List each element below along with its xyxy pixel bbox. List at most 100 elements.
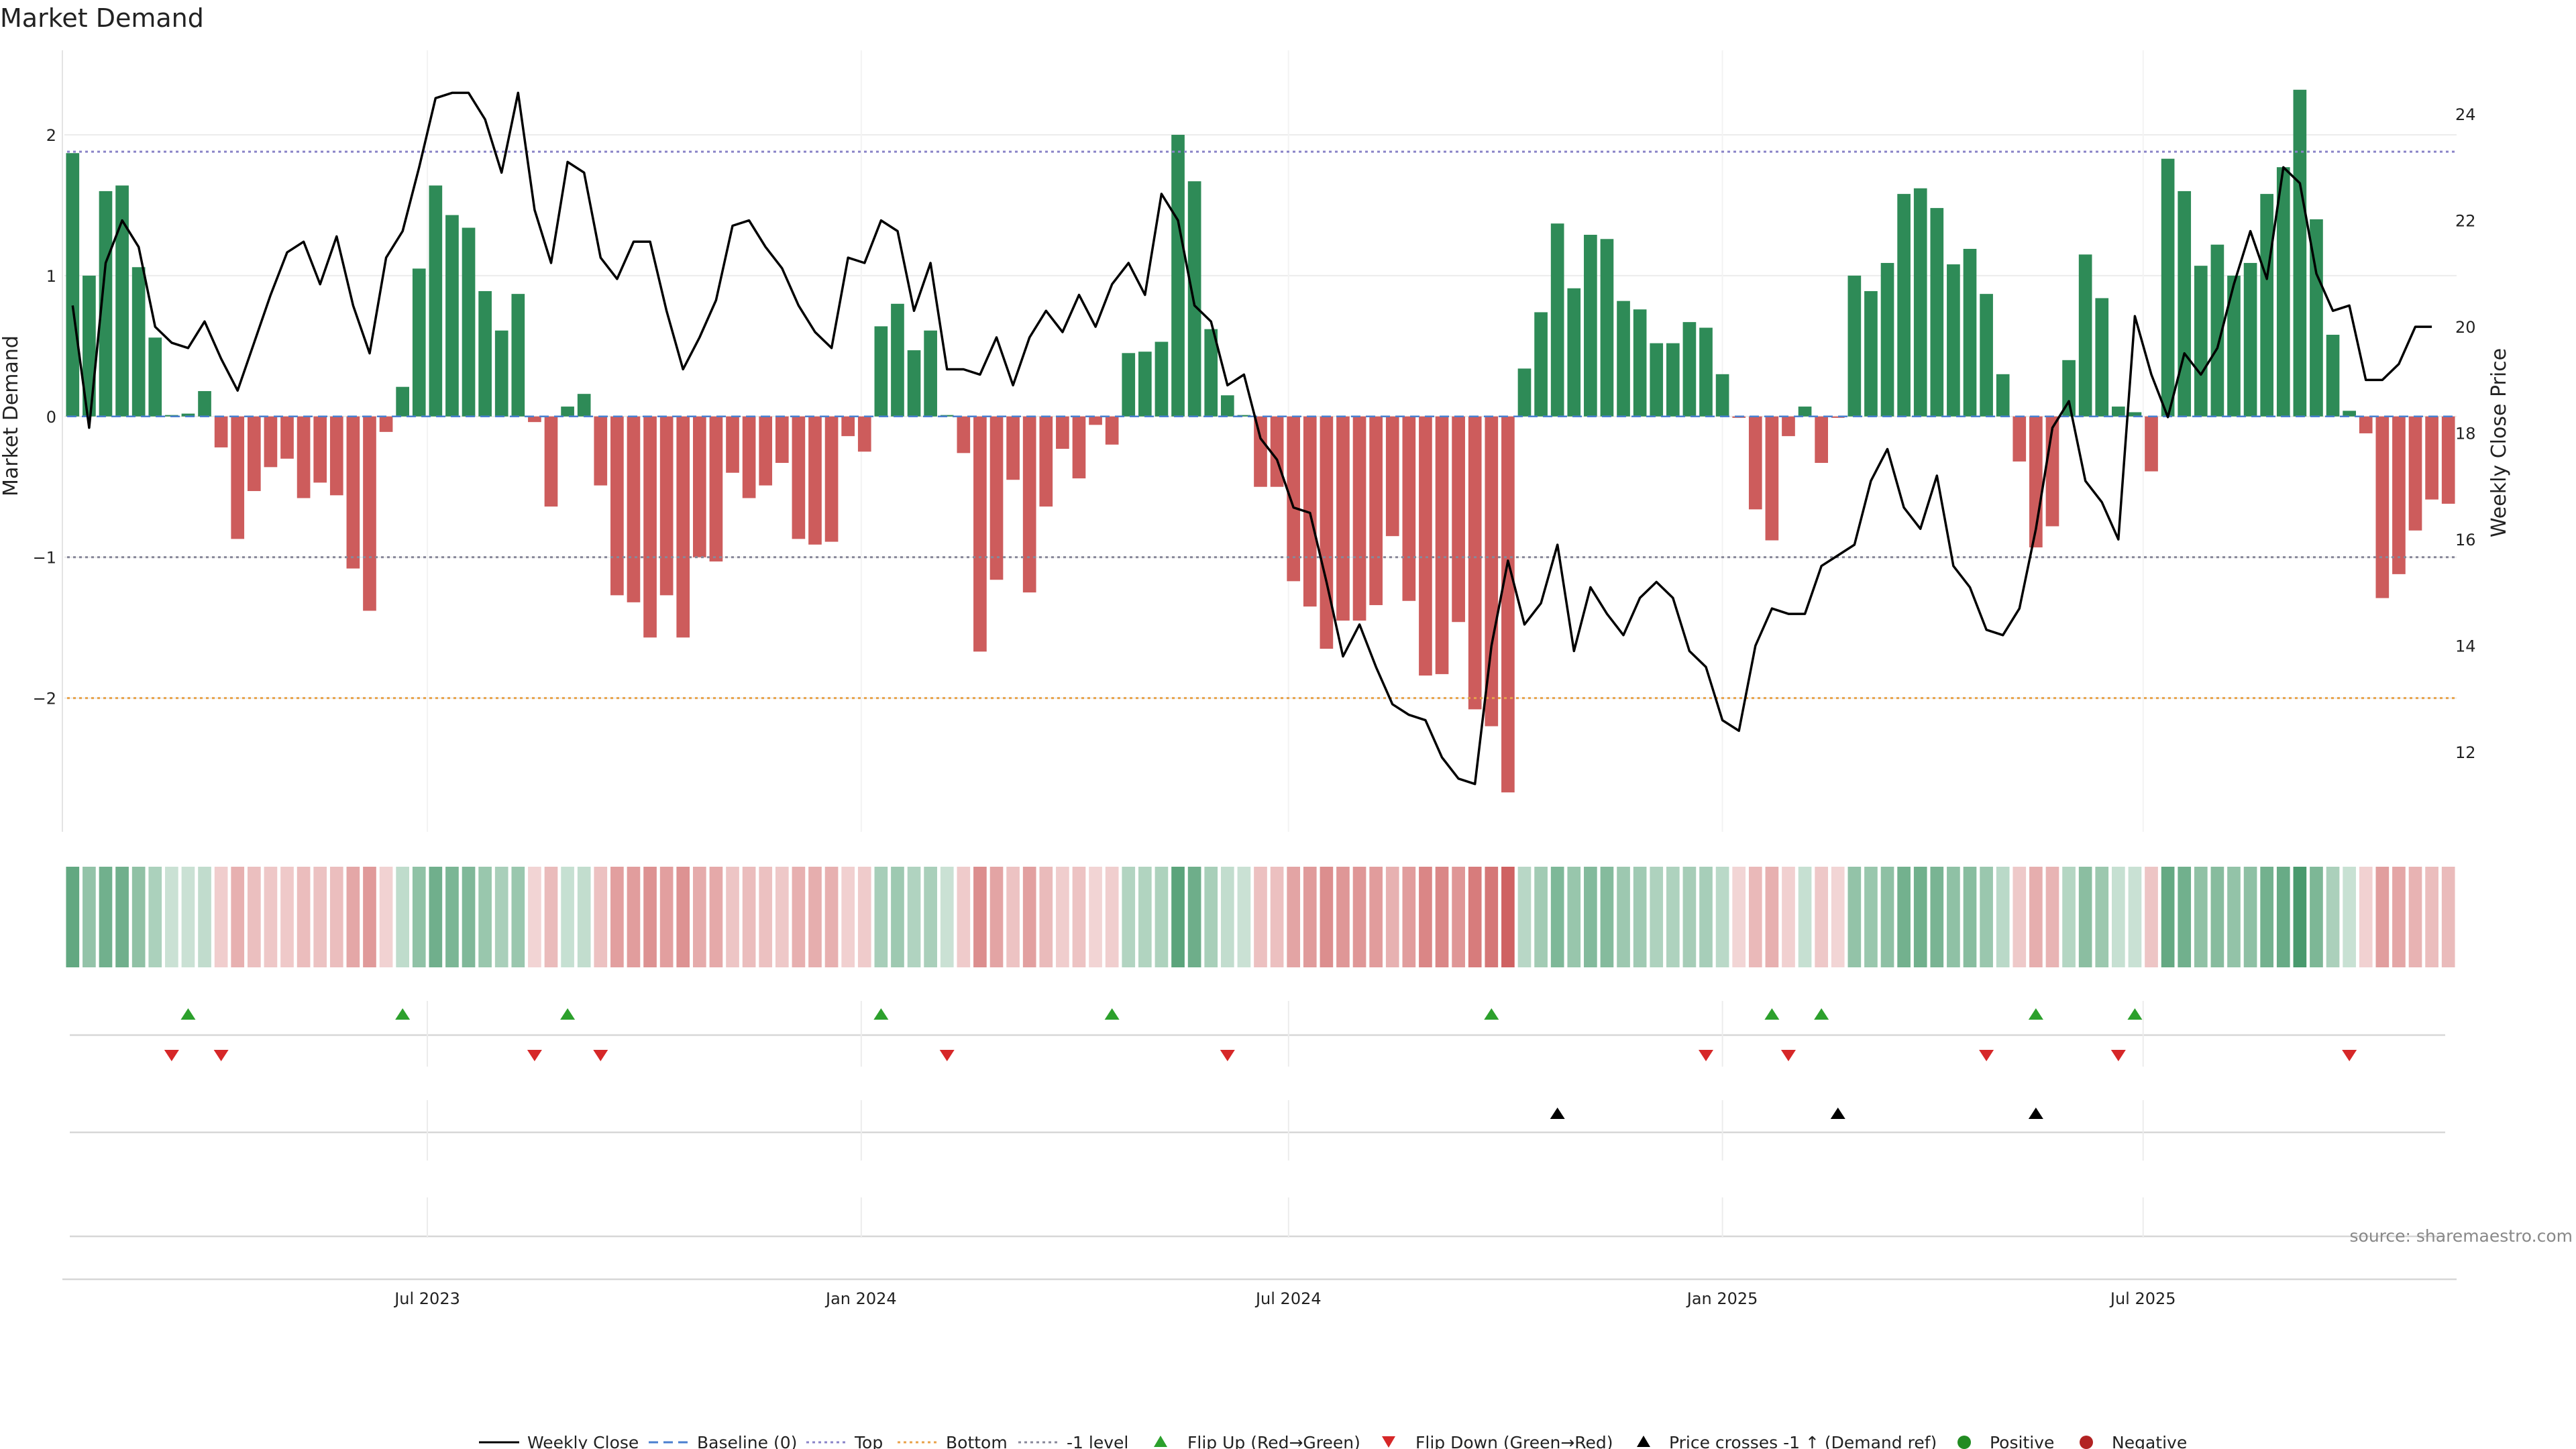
- flip-up-marker: [1814, 1008, 1829, 1020]
- heat-cell: [1715, 867, 1729, 967]
- heat-cell: [148, 867, 162, 967]
- demand-bar: [1022, 416, 1036, 593]
- demand-bar: [1715, 374, 1729, 417]
- demand-bar: [1633, 309, 1647, 417]
- demand-bar: [1930, 208, 1944, 417]
- demand-bar: [973, 416, 987, 652]
- heat-cell: [1650, 867, 1664, 967]
- demand-bar: [1699, 327, 1713, 417]
- demand-bar: [363, 416, 376, 611]
- demand-bar: [808, 416, 822, 545]
- demand-bar: [1056, 416, 1069, 449]
- flip-down-marker: [1979, 1050, 1994, 1061]
- heat-cell: [643, 867, 657, 967]
- demand-bar: [1815, 416, 1829, 464]
- heat-cell: [989, 867, 1004, 967]
- demand-bar: [1798, 407, 1812, 417]
- heat-cell: [2375, 867, 2390, 967]
- demand-bar: [1567, 288, 1581, 417]
- demand-bar: [2293, 89, 2307, 417]
- demand-bar: [594, 416, 608, 486]
- heat-cell: [1963, 867, 1977, 967]
- heat-cell: [2145, 867, 2158, 967]
- demand-bar: [478, 290, 492, 417]
- demand-bar: [511, 294, 525, 417]
- heat-cell: [1155, 867, 1169, 967]
- legend-swatch-positive: [1957, 1436, 1971, 1449]
- demand-bar: [857, 416, 871, 452]
- flip-down-marker: [527, 1050, 542, 1061]
- demand-bar: [1435, 416, 1449, 674]
- heat-cell: [709, 867, 723, 967]
- demand-bar: [429, 185, 443, 417]
- flip-up-marker: [1764, 1008, 1780, 1020]
- flip-down-marker: [213, 1050, 229, 1061]
- heat-cell: [264, 867, 278, 967]
- heat-cell: [2128, 867, 2142, 967]
- demand-bar: [1913, 188, 1927, 417]
- heat-cell: [2243, 867, 2257, 967]
- flip-up-marker: [180, 1008, 196, 1020]
- heat-cell: [2161, 867, 2175, 967]
- heat-cell: [1765, 867, 1779, 967]
- legend-swatch-price-cross: [1637, 1436, 1650, 1447]
- demand-bar: [2112, 407, 2125, 417]
- price-cross-marker: [2028, 1108, 2043, 1119]
- heat-cell: [2178, 867, 2192, 967]
- demand-bar: [1963, 248, 1977, 417]
- demand-bar: [1501, 416, 1515, 793]
- demand-bar: [1765, 416, 1779, 541]
- demand-bar: [1947, 264, 1960, 417]
- demand-bar: [214, 416, 228, 447]
- heat-cell: [1534, 867, 1548, 967]
- heat-cell: [1171, 867, 1185, 967]
- demand-bar: [1089, 416, 1102, 425]
- demand-bar: [1171, 134, 1185, 417]
- heat-cell: [692, 867, 706, 967]
- demand-bar: [1072, 416, 1086, 479]
- flip-down-marker: [593, 1050, 608, 1061]
- heat-cell: [1022, 867, 1036, 967]
- heat-cell: [874, 867, 888, 967]
- heat-cell: [1550, 867, 1564, 967]
- legend-swatch-negative: [2080, 1436, 2093, 1449]
- heat-cell: [1847, 867, 1862, 967]
- demand-bar: [759, 416, 773, 486]
- heat-cell: [577, 867, 591, 967]
- heat-cell: [1666, 867, 1680, 967]
- heat-cell: [2326, 867, 2340, 967]
- heat-cell: [1336, 867, 1350, 967]
- heat-cell: [1567, 867, 1581, 967]
- heat-cell: [494, 867, 508, 967]
- legend-label-positive: Positive: [1990, 1433, 2054, 1449]
- heat-cell: [2392, 867, 2406, 967]
- legend-label-flip-down: Flip Down (Green→Red): [1415, 1433, 1613, 1449]
- heat-cell: [2310, 867, 2323, 967]
- demand-bar: [2145, 416, 2158, 472]
- demand-bar: [115, 185, 129, 417]
- demand-bar: [643, 416, 657, 638]
- demand-bar: [494, 330, 508, 417]
- demand-bar: [2243, 262, 2257, 417]
- y2-tick-label: 24: [2455, 105, 2476, 124]
- demand-bar: [2359, 416, 2373, 433]
- flip-up-marker: [1484, 1008, 1499, 1020]
- legend-label-negative: Negative: [2112, 1433, 2187, 1449]
- heat-cell: [891, 867, 904, 967]
- heat-cell: [511, 867, 525, 967]
- demand-bar: [1617, 301, 1630, 417]
- heat-cell: [1947, 867, 1960, 967]
- y-tick-label: 0: [46, 408, 56, 427]
- demand-bar: [2095, 298, 2109, 417]
- y-tick-label: 2: [46, 126, 56, 145]
- flip-down-marker: [2342, 1050, 2357, 1061]
- flip-down-marker: [1699, 1050, 1714, 1061]
- heat-cell: [2210, 867, 2224, 967]
- demand-bar: [627, 416, 641, 602]
- demand-bar: [1303, 416, 1317, 607]
- demand-bar: [1105, 416, 1119, 445]
- demand-bar: [891, 303, 904, 417]
- flip-down-marker: [1220, 1050, 1235, 1061]
- legend-label-bottom: Bottom: [946, 1433, 1008, 1449]
- demand-bar: [841, 416, 855, 437]
